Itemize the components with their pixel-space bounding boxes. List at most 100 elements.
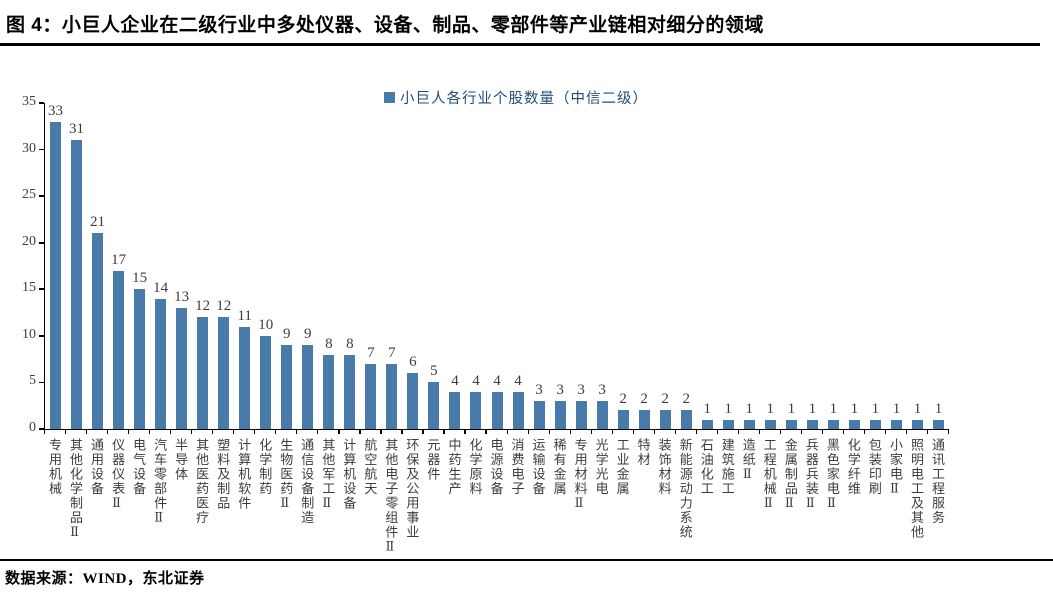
- x-tick: [842, 429, 845, 434]
- bar: [890, 419, 902, 429]
- bar: [848, 419, 860, 429]
- bar-value-label: 1: [892, 400, 901, 417]
- bar: [764, 419, 776, 429]
- x-axis-label: 造纸Ⅱ: [740, 438, 756, 484]
- bar: [407, 373, 419, 429]
- x-tick: [737, 429, 739, 434]
- y-axis-tick-label: 10: [22, 326, 36, 342]
- bar-value-label: 1: [766, 400, 775, 417]
- x-axis-label: 计算机软件: [236, 438, 252, 511]
- x-tick: [65, 429, 67, 434]
- bar-value-label: 2: [619, 391, 627, 408]
- bar: [281, 345, 293, 429]
- bar: [806, 419, 818, 429]
- bar: [71, 140, 83, 429]
- x-axis-label: 其他医药医疗: [194, 438, 210, 525]
- x-tick: [758, 429, 760, 434]
- x-axis-label: 生物医药Ⅱ: [278, 438, 294, 513]
- bar: [533, 401, 545, 429]
- y-axis-tick-label: 20: [22, 233, 36, 249]
- x-axis-label: 包装印刷: [866, 438, 882, 496]
- x-axis-label: 化学纤维: [845, 438, 861, 496]
- x-tick: [464, 429, 466, 434]
- x-axis-label: 专用材料Ⅱ: [572, 438, 588, 513]
- bar-value-label: 1: [850, 400, 859, 417]
- x-tick: [107, 429, 109, 434]
- bar-value-label: 2: [661, 391, 669, 408]
- x-axis-label: 化学原料: [467, 438, 483, 496]
- bar-value-label: 3: [598, 382, 606, 399]
- bar: [911, 419, 923, 429]
- y-axis-tick-label: 0: [29, 420, 36, 435]
- x-axis-label: 工程机械Ⅱ: [761, 438, 777, 513]
- x-axis-label: 稀有金属: [551, 438, 567, 496]
- y-axis-tick-label: 30: [22, 140, 36, 156]
- x-tick: [948, 429, 950, 434]
- x-tick: [191, 429, 193, 434]
- bar: [260, 335, 272, 429]
- x-axis-label: 半导体: [173, 438, 189, 482]
- x-tick: [569, 429, 571, 434]
- x-axis-label: 航空航天: [362, 438, 378, 496]
- y-tick: [39, 428, 44, 430]
- bar-value-label: 1: [808, 400, 817, 417]
- x-tick: [884, 429, 887, 434]
- x-axis-label: 通用设备: [89, 438, 105, 496]
- bar: [134, 289, 146, 429]
- x-axis-label: 计算机设备: [341, 438, 357, 511]
- x-tick: [527, 429, 529, 434]
- bar-value-label: 1: [787, 400, 796, 417]
- figure-title: 图 4：小巨人企业在二级行业中多处仪器、设备、制品、零部件等产业链相对细分的领域: [6, 15, 764, 36]
- bar: [365, 363, 377, 429]
- bar-value-label: 6: [409, 354, 417, 371]
- bar-value-label: 12: [195, 298, 211, 315]
- bar: [113, 270, 125, 429]
- bar-value-label: 5: [430, 363, 438, 380]
- bar-value-label: 15: [132, 270, 148, 287]
- bar-value-label: 2: [640, 391, 648, 408]
- bar-value-label: 1: [829, 400, 838, 417]
- bar: [239, 326, 251, 429]
- bar-value-label: 33: [48, 102, 63, 119]
- bar: [176, 307, 188, 429]
- x-tick: [548, 429, 550, 434]
- x-axis-label: 小家电Ⅱ: [887, 438, 903, 498]
- x-tick: [905, 429, 908, 434]
- plot-area: 33 31 21 17 15 14 13 12 12 11 10 9 9 8 8 7 7 6 5 4 4 4 4 3 3 3 3 2 2…: [44, 103, 949, 430]
- bar: [701, 419, 713, 429]
- bar-value-label: 12: [216, 298, 232, 315]
- x-tick: [296, 429, 298, 434]
- y-tick: [39, 381, 44, 384]
- x-tick: [716, 429, 718, 434]
- x-tick: [44, 429, 46, 434]
- x-tick: [275, 429, 277, 434]
- y-tick: [39, 288, 44, 291]
- bar: [302, 345, 314, 429]
- x-tick: [170, 429, 172, 434]
- bar-value-label: 10: [258, 316, 274, 333]
- bar-value-label: 3: [556, 382, 564, 399]
- x-axis-label: 光学光电: [593, 438, 609, 496]
- x-axis-label: 兵器兵装Ⅱ: [803, 438, 819, 513]
- bar: [680, 410, 692, 429]
- x-tick: [632, 429, 634, 434]
- x-axis-label: 元器件: [425, 438, 441, 482]
- y-tick: [39, 241, 44, 244]
- bar: [323, 354, 335, 429]
- y-axis-tick-label: 25: [22, 187, 36, 203]
- bar: [386, 363, 398, 429]
- x-axis-label: 电气设备: [131, 438, 147, 496]
- x-axis-label: 石油化工: [698, 438, 714, 496]
- bar: [617, 410, 629, 429]
- footer-divider: [0, 559, 1053, 562]
- data-source: 数据来源：WIND，东北证券: [5, 571, 205, 587]
- x-tick: [821, 429, 824, 434]
- x-tick: [128, 429, 130, 434]
- y-tick: [39, 102, 44, 104]
- x-tick: [695, 429, 697, 434]
- bar-value-label: 2: [682, 391, 690, 408]
- bar: [197, 317, 209, 429]
- x-axis-label: 电源设备: [488, 438, 504, 496]
- y-tick: [39, 335, 44, 337]
